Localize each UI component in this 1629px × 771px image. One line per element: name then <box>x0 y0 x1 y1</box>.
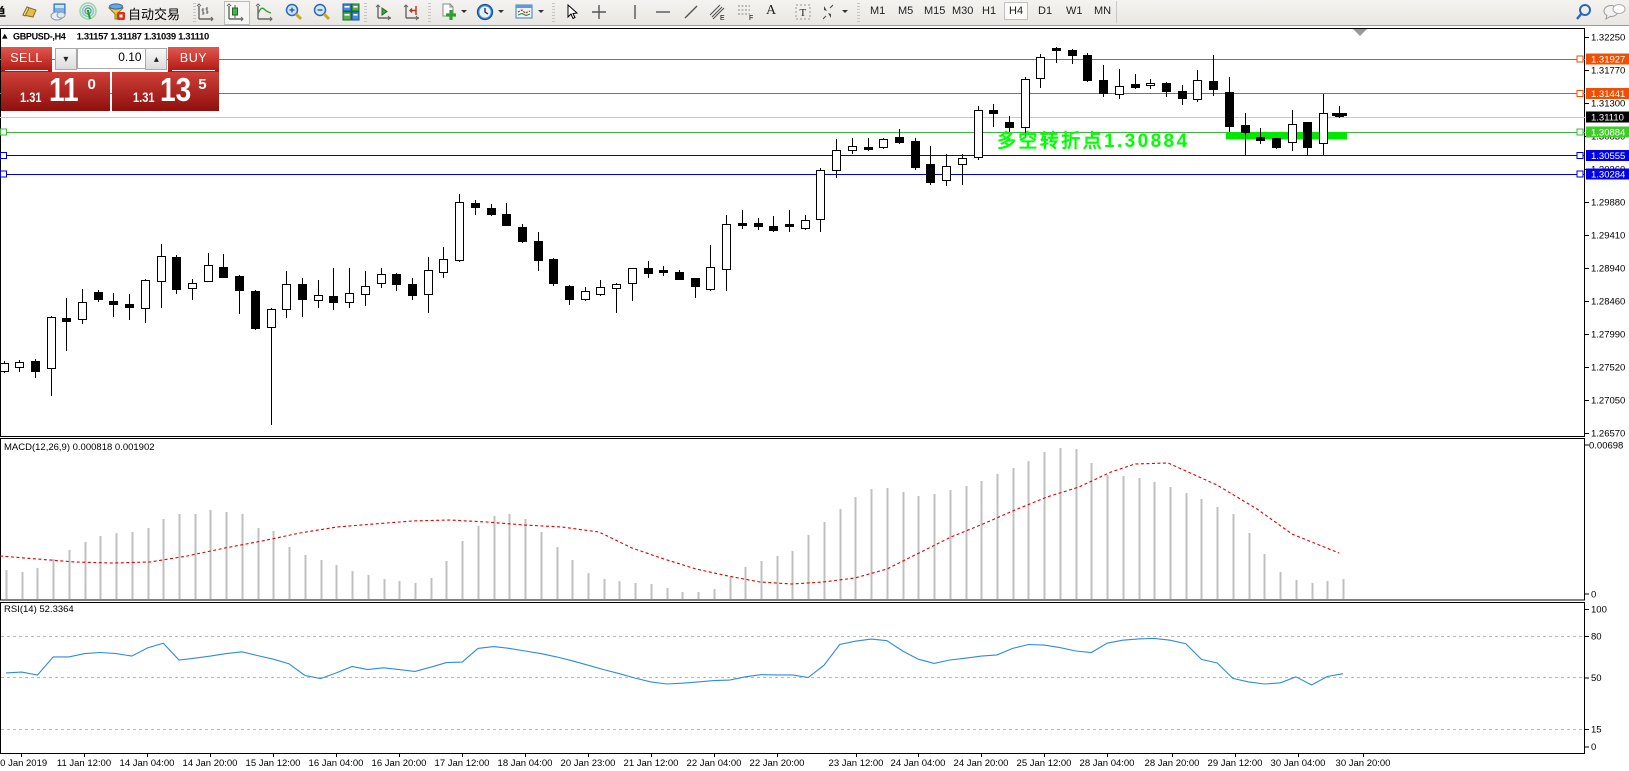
svg-text:80: 80 <box>1591 632 1602 643</box>
svg-text:RSI(14) 52.3364: RSI(14) 52.3364 <box>4 604 74 615</box>
svg-text:T: T <box>800 7 807 19</box>
svg-text:28 Jan 04:00: 28 Jan 04:00 <box>1080 758 1135 769</box>
svg-text:24 Jan 04:00: 24 Jan 04:00 <box>891 758 946 769</box>
svg-text:50: 50 <box>1591 673 1602 684</box>
svg-text:21 Jan 12:00: 21 Jan 12:00 <box>624 758 679 769</box>
svg-text:30 Jan 04:00: 30 Jan 04:00 <box>1271 758 1326 769</box>
svg-text:23 Jan 12:00: 23 Jan 12:00 <box>829 758 884 769</box>
svg-text:GBPUSD-,H4: GBPUSD-,H4 <box>13 32 66 42</box>
svg-text:1.32250: 1.32250 <box>1591 33 1625 44</box>
svg-text:17 Jan 12:00: 17 Jan 12:00 <box>435 758 490 769</box>
svg-text:多空转折点1.30884: 多空转折点1.30884 <box>997 129 1189 152</box>
svg-text:1.31157 1.31187 1.31039 1.3111: 1.31157 1.31187 1.31039 1.31110 <box>77 32 209 43</box>
svg-text:1.28940: 1.28940 <box>1591 264 1625 275</box>
svg-text:29 Jan 12:00: 29 Jan 12:00 <box>1208 758 1263 769</box>
svg-text:1.27520: 1.27520 <box>1591 363 1625 374</box>
svg-text:F: F <box>749 15 753 22</box>
svg-text:15 Jan 12:00: 15 Jan 12:00 <box>246 758 301 769</box>
svg-text:MACD(12,26,9) 0.000818 0.00190: MACD(12,26,9) 0.000818 0.001902 <box>4 442 155 453</box>
svg-text:0: 0 <box>1591 590 1596 601</box>
svg-text:1.30555: 1.30555 <box>1591 151 1625 162</box>
svg-text:11 Jan 12:00: 11 Jan 12:00 <box>57 758 111 769</box>
svg-text:16 Jan 20:00: 16 Jan 20:00 <box>372 758 427 769</box>
svg-text:100: 100 <box>1591 605 1607 616</box>
svg-text:1.28460: 1.28460 <box>1591 297 1625 308</box>
svg-text:1.29410: 1.29410 <box>1591 231 1625 242</box>
svg-text:28 Jan 20:00: 28 Jan 20:00 <box>1145 758 1200 769</box>
svg-text:24 Jan 20:00: 24 Jan 20:00 <box>954 758 1009 769</box>
svg-text:1.31927: 1.31927 <box>1591 55 1625 66</box>
svg-text:1.31110: 1.31110 <box>1591 113 1624 124</box>
svg-text:14 Jan 04:00: 14 Jan 04:00 <box>120 758 175 769</box>
svg-text:16 Jan 04:00: 16 Jan 04:00 <box>309 758 364 769</box>
svg-text:15: 15 <box>1591 725 1602 736</box>
svg-text:1.27990: 1.27990 <box>1591 330 1625 341</box>
svg-text:18 Jan 04:00: 18 Jan 04:00 <box>498 758 553 769</box>
svg-text:E: E <box>720 15 725 22</box>
svg-text:25 Jan 12:00: 25 Jan 12:00 <box>1017 758 1072 769</box>
svg-text:20 Jan 23:00: 20 Jan 23:00 <box>561 758 616 769</box>
svg-text:0: 0 <box>1591 742 1596 753</box>
svg-text:22 Jan 04:00: 22 Jan 04:00 <box>687 758 742 769</box>
svg-text:22 Jan 20:00: 22 Jan 20:00 <box>750 758 805 769</box>
svg-text:1.30284: 1.30284 <box>1591 170 1625 181</box>
svg-text:1.26570: 1.26570 <box>1591 429 1625 440</box>
svg-text:14 Jan 20:00: 14 Jan 20:00 <box>183 758 238 769</box>
svg-text:30 Jan 20:00: 30 Jan 20:00 <box>1336 758 1391 769</box>
svg-text:1.31770: 1.31770 <box>1591 66 1625 77</box>
svg-text:1.31441: 1.31441 <box>1591 89 1625 100</box>
svg-text:1.31300: 1.31300 <box>1591 99 1625 110</box>
svg-text:10 Jan 2019: 10 Jan 2019 <box>0 758 47 769</box>
svg-text:1.27050: 1.27050 <box>1591 396 1625 407</box>
svg-text:0.00698: 0.00698 <box>1589 441 1623 452</box>
svg-text:1.29880: 1.29880 <box>1591 198 1625 209</box>
svg-text:1.30884: 1.30884 <box>1591 128 1625 139</box>
